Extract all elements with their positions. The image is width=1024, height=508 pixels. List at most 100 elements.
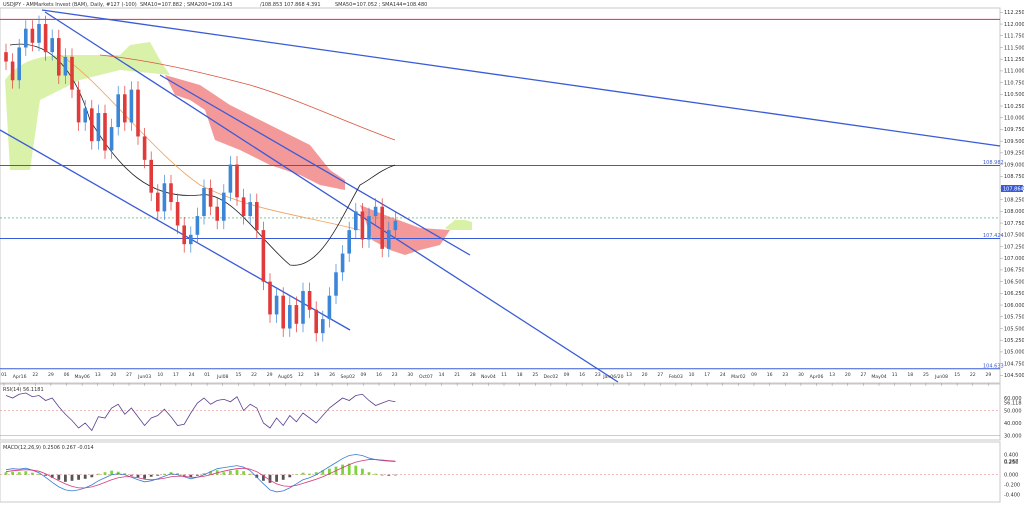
x-tick-label: 15 xyxy=(954,372,960,378)
candle-body xyxy=(255,202,259,231)
candle-body xyxy=(334,272,338,296)
macd-histogram-bar xyxy=(222,472,226,475)
x-ticks: 01 Apr16 22 29 06 May06 13 20 27 Jun03 10 17 24 01 Jul… xyxy=(1,372,991,386)
horizontal-level-label: 107.424 xyxy=(983,233,1004,239)
x-tick-label: 27 xyxy=(657,372,663,378)
candle-body xyxy=(30,28,35,43)
price-tick-label: 105.750 xyxy=(1004,315,1024,321)
x-tick-label: Oct07 xyxy=(419,374,433,380)
macd-tick-label: 0.267 xyxy=(1004,459,1018,465)
x-tick-label: 29 xyxy=(985,372,991,378)
macd-histogram-bar xyxy=(70,474,74,481)
rsi-tick-label: 30.000 xyxy=(1004,433,1022,439)
x-tick-label: Sep02 xyxy=(340,374,355,380)
x-tick-label: 13 xyxy=(95,372,101,378)
candle-body xyxy=(340,253,345,273)
x-tick-label: 19 xyxy=(314,372,320,378)
macd-histogram-bar xyxy=(394,474,397,476)
macd-histogram-bar xyxy=(288,474,292,478)
upper-trendline[interactable] xyxy=(41,9,1001,147)
candle-body xyxy=(228,164,233,193)
candle-body xyxy=(63,56,68,76)
candle-body xyxy=(142,136,147,160)
rsi-panel[interactable] xyxy=(0,383,1001,441)
price-tick-label: 111.250 xyxy=(1004,57,1024,63)
price-tick-label: 110.750 xyxy=(1004,80,1024,86)
candle-body xyxy=(129,89,134,123)
x-tick-label: 27 xyxy=(860,372,866,378)
x-tick-label: 30 xyxy=(798,372,804,378)
macd-histogram-bar xyxy=(347,463,351,475)
candle-body xyxy=(307,291,312,310)
x-tick-label: 01 xyxy=(204,372,210,378)
x-tick-label: 20 xyxy=(642,372,648,378)
x-tick-label: Jun08 xyxy=(934,374,948,380)
macd-histogram-bar xyxy=(130,474,133,476)
macd-histogram-bar xyxy=(11,471,14,475)
macd-histogram-bar xyxy=(209,471,212,475)
x-tick-label: Dec02 xyxy=(544,374,559,380)
macd-histogram-bar xyxy=(90,474,94,478)
macd-histogram-bar xyxy=(136,474,140,478)
candles[interactable] xyxy=(4,15,398,342)
macd-histogram-bar xyxy=(156,474,160,476)
macd-histogram-bar xyxy=(354,465,358,475)
price-tick-label: 108.250 xyxy=(1004,197,1024,203)
price-tick-label: 110.250 xyxy=(1004,104,1024,110)
macd-histogram-bar xyxy=(314,472,318,475)
price-tick-label: 112.000 xyxy=(1004,22,1024,28)
candle-body xyxy=(96,113,101,142)
price-tick-label: 111.500 xyxy=(1004,45,1024,51)
candle-body xyxy=(380,206,384,249)
horizontal-levels: 108.982 107.424 104.633 xyxy=(0,18,1004,370)
channel-line-1[interactable] xyxy=(159,74,471,256)
x-tick-label: 25 xyxy=(532,372,538,378)
macd-title: MACD(12,26,9) 0.2506 0.267 -0.014 xyxy=(3,445,94,451)
macd-histogram-bar xyxy=(380,474,384,476)
price-tick-label: 109.750 xyxy=(1004,127,1024,133)
candle-body xyxy=(281,295,285,329)
macd-line xyxy=(5,454,396,493)
rsi-title: RSI(14) 56.1181 xyxy=(3,387,44,393)
price-tick-label: 107.000 xyxy=(1004,256,1024,262)
channel-line-2[interactable] xyxy=(0,129,351,331)
candle-body xyxy=(10,61,15,81)
price-tick-label: 112.250 xyxy=(1004,10,1024,16)
price-tick-label: 110.000 xyxy=(1004,116,1024,122)
x-tick-label: 20 xyxy=(110,372,116,378)
price-tick-label: 107.750 xyxy=(1004,221,1024,227)
price-tick-label: 107.250 xyxy=(1004,244,1024,250)
macd-histogram-bar xyxy=(202,473,206,475)
macd-histogram-bar xyxy=(110,470,113,475)
candle-body xyxy=(241,197,246,217)
macd-histogram-bar xyxy=(328,468,331,475)
candle-body xyxy=(116,94,120,128)
x-tick-label: 16 xyxy=(376,372,382,378)
candle-body xyxy=(136,89,140,137)
sma-long-line xyxy=(99,54,396,141)
price-tick-label: 106.000 xyxy=(1004,303,1024,309)
macd-histogram-bar xyxy=(4,472,8,475)
x-tick-label: 18 xyxy=(517,372,523,378)
candle-body xyxy=(268,281,272,315)
candle-body xyxy=(288,305,292,329)
x-tick-label: 06 xyxy=(64,372,70,378)
x-tick-label: 16 xyxy=(767,372,773,378)
macd-histogram-bar xyxy=(77,474,80,480)
x-tick-label: 10 xyxy=(689,372,695,378)
macd-tick-label: 0.400 xyxy=(1004,452,1018,458)
macd-panel[interactable] xyxy=(0,441,1001,503)
x-tick-label: 23 xyxy=(595,372,601,378)
price-tick-label: 110.500 xyxy=(1004,92,1024,98)
candle-body xyxy=(83,108,87,123)
macd-histogram-bar xyxy=(361,468,364,475)
x-tick-label: 26 xyxy=(329,372,335,378)
x-tick-label: 18 xyxy=(907,372,913,378)
middle-trendline[interactable] xyxy=(44,11,619,383)
candle-body xyxy=(248,202,252,217)
x-tick-label: Jul08 xyxy=(216,374,228,380)
price-tick-label: 104.500 xyxy=(1004,373,1024,379)
candle-body xyxy=(215,206,219,221)
